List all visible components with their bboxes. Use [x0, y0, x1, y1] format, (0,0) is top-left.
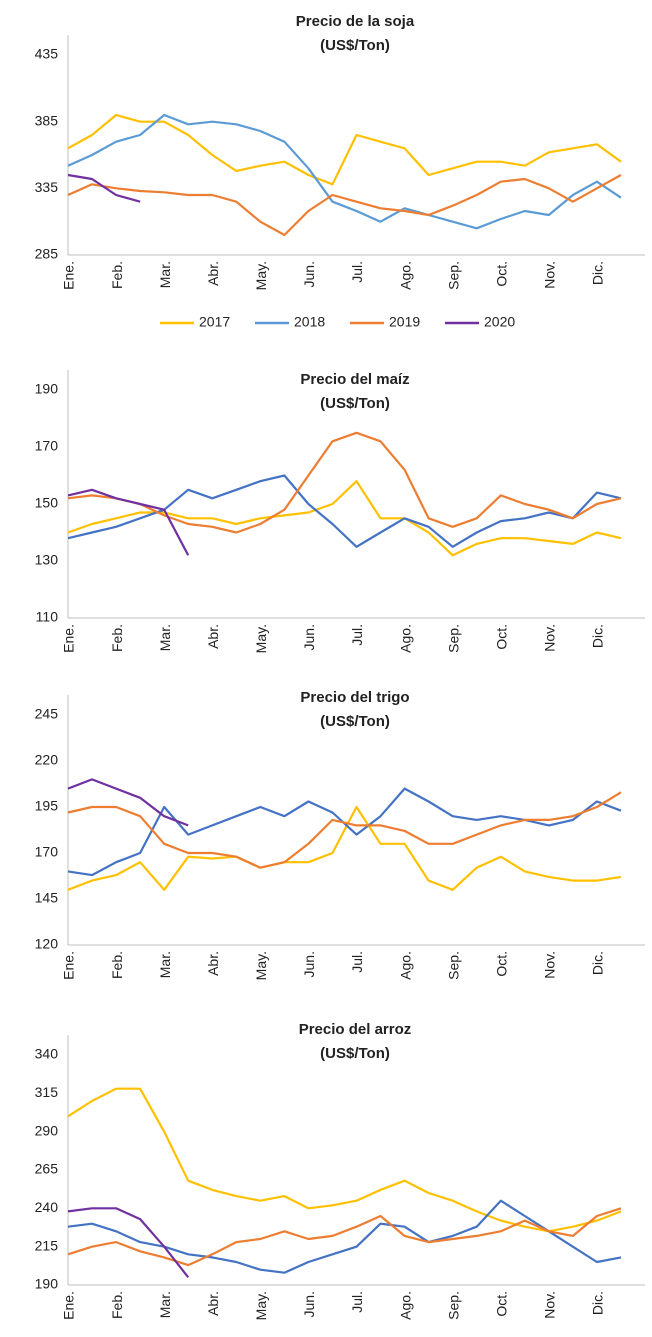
series-line	[67, 791, 622, 869]
series-line	[67, 1087, 622, 1233]
x-tick-label: Ago.	[397, 624, 413, 653]
x-tick-label: Feb.	[109, 624, 125, 652]
x-tick-label: Abr.	[205, 951, 221, 976]
legend-label: 2019	[389, 314, 420, 330]
x-tick-label: Mar.	[157, 624, 173, 651]
chart-subtitle: (US$/Ton)	[320, 1045, 390, 1062]
y-tick-label: 340	[35, 1046, 59, 1062]
x-tick-label: Nov.	[542, 261, 558, 289]
x-tick-label: Dic.	[590, 261, 606, 285]
x-tick-label: Ene.	[61, 261, 77, 290]
y-tick-label: 335	[35, 179, 59, 195]
y-tick-label: 170	[35, 438, 59, 454]
y-tick-label: 145	[35, 890, 59, 906]
series-line	[67, 488, 190, 556]
x-tick-label: Oct.	[493, 624, 509, 650]
y-tick-label: 170	[35, 844, 59, 860]
x-tick-label: Sep.	[445, 624, 461, 653]
series-line	[67, 431, 622, 534]
x-tick-label: Oct.	[493, 261, 509, 287]
x-tick-label: Sep.	[445, 1291, 461, 1320]
legend-label: 2018	[294, 314, 325, 330]
legend-label: 2017	[199, 314, 230, 330]
chart-title: Precio del trigo	[300, 689, 409, 706]
x-tick-label: Feb.	[109, 261, 125, 289]
x-tick-label: Dic.	[590, 624, 606, 648]
y-tick-label: 385	[35, 112, 59, 128]
chart-subtitle: (US$/Ton)	[320, 395, 390, 412]
x-tick-label: Jun.	[301, 951, 317, 977]
x-tick-label: Dic.	[590, 951, 606, 975]
series-line	[67, 1199, 622, 1274]
series-line	[67, 778, 189, 827]
series-line	[67, 173, 141, 203]
series-line	[67, 1207, 190, 1278]
x-tick-label: Oct.	[493, 1291, 509, 1317]
y-tick-label: 190	[35, 381, 59, 397]
y-tick-label: 215	[35, 1237, 59, 1253]
x-tick-label: Mar.	[157, 1291, 173, 1318]
x-tick-label: Jul.	[349, 951, 365, 973]
x-tick-label: Mar.	[157, 951, 173, 978]
chart-subtitle: (US$/Ton)	[320, 713, 390, 730]
y-tick-label: 245	[35, 706, 59, 722]
x-tick-label: May.	[253, 1291, 269, 1320]
series-line	[67, 805, 622, 891]
x-tick-label: Nov.	[542, 624, 558, 652]
y-tick-label: 240	[35, 1199, 59, 1215]
x-tick-label: Ene.	[61, 1291, 77, 1320]
x-tick-label: Ago.	[397, 951, 413, 980]
chart-title: Precio del arroz	[299, 1021, 412, 1038]
x-tick-label: Abr.	[205, 1291, 221, 1316]
y-tick-label: 265	[35, 1161, 59, 1177]
y-tick-label: 190	[35, 1276, 59, 1292]
x-tick-label: Jul.	[349, 261, 365, 283]
x-tick-label: May.	[253, 624, 269, 653]
x-tick-label: Nov.	[542, 951, 558, 979]
series-line	[67, 113, 622, 230]
x-tick-label: Dic.	[590, 1291, 606, 1315]
x-tick-label: Jul.	[349, 624, 365, 646]
legend-label: 2020	[484, 314, 515, 330]
y-tick-label: 130	[35, 552, 59, 568]
x-tick-label: May.	[253, 951, 269, 980]
x-tick-label: Sep.	[445, 261, 461, 290]
x-tick-label: Ene.	[61, 951, 77, 980]
x-tick-label: Feb.	[109, 951, 125, 979]
series-line	[67, 480, 622, 557]
x-tick-label: Nov.	[542, 1291, 558, 1319]
series-line	[67, 113, 622, 186]
x-tick-label: Abr.	[205, 261, 221, 286]
y-tick-label: 220	[35, 752, 59, 768]
x-tick-label: Abr.	[205, 624, 221, 649]
chart-title: Precio de la soja	[296, 13, 415, 30]
x-tick-label: Jun.	[301, 261, 317, 287]
y-tick-label: 195	[35, 798, 59, 814]
x-tick-label: Oct.	[493, 951, 509, 977]
y-tick-label: 315	[35, 1084, 59, 1100]
chart-title: Precio del maíz	[300, 371, 409, 388]
x-tick-label: Ago.	[397, 261, 413, 290]
y-tick-label: 435	[35, 46, 59, 62]
x-tick-label: Ago.	[397, 1291, 413, 1320]
chart-subtitle: (US$/Ton)	[320, 37, 390, 54]
y-tick-label: 285	[35, 246, 59, 262]
x-tick-label: Jul.	[349, 1291, 365, 1313]
x-tick-label: Feb.	[109, 1291, 125, 1319]
x-tick-label: Mar.	[157, 261, 173, 288]
series-line	[67, 174, 622, 237]
x-tick-label: May.	[253, 261, 269, 290]
x-tick-label: Sep.	[445, 951, 461, 980]
series-line	[67, 1207, 622, 1267]
y-tick-label: 150	[35, 495, 59, 511]
y-tick-label: 120	[35, 936, 59, 952]
x-tick-label: Ene.	[61, 624, 77, 653]
y-tick-label: 110	[36, 609, 59, 625]
y-tick-label: 290	[35, 1122, 59, 1138]
x-tick-label: Jun.	[301, 1291, 317, 1317]
x-tick-label: Jun.	[301, 624, 317, 650]
series-line	[67, 474, 622, 548]
